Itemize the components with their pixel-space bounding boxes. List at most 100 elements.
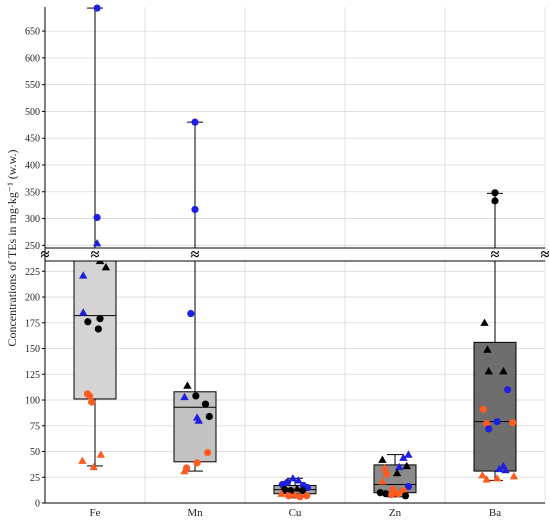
- break-symbol: ≈: [191, 247, 200, 264]
- grid-lines: [44, 7, 546, 504]
- point-fe: [85, 392, 94, 400]
- point-cu: [277, 489, 286, 497]
- point-mn: [205, 412, 213, 421]
- data-points: [78, 4, 519, 501]
- x-tick-label-zn: Zn: [389, 507, 402, 519]
- break-symbol: ≈: [41, 247, 50, 264]
- point-mn: [180, 392, 189, 401]
- y-tick-label: 250: [25, 241, 40, 252]
- point-fe: [84, 318, 92, 326]
- axis-break-band: [46, 248, 544, 261]
- y-tick-label: 125: [25, 370, 40, 381]
- point-zn: [399, 453, 408, 461]
- point-zn: [383, 470, 391, 478]
- y-tick-label: 225: [25, 267, 40, 278]
- point-ba: [480, 318, 489, 326]
- y-tick-label: 25: [30, 473, 40, 484]
- box-fe: [73, 7, 117, 467]
- point-mn: [204, 448, 212, 457]
- point-ba: [492, 474, 502, 482]
- point-fe: [93, 4, 101, 12]
- point-mn: [194, 416, 203, 424]
- break-symbol: ≈: [91, 247, 100, 264]
- box-ba: [473, 192, 517, 481]
- point-fe: [96, 315, 104, 323]
- point-zn: [388, 491, 396, 499]
- point-fe: [79, 271, 88, 279]
- break-symbol: ≈: [541, 247, 550, 264]
- y-tick-label: 150: [25, 344, 40, 355]
- break-symbol: ≈: [491, 247, 500, 264]
- point-zn: [404, 482, 413, 491]
- point-fe: [93, 213, 101, 222]
- point-mn: [201, 400, 210, 408]
- point-cu: [285, 492, 293, 500]
- point-ba: [499, 366, 508, 375]
- point-ba: [501, 465, 510, 474]
- point-cu: [294, 476, 303, 484]
- point-mn: [192, 392, 200, 400]
- point-ba: [504, 386, 512, 394]
- y-tick-label: 0: [35, 499, 40, 510]
- y-tick-label: 175: [25, 318, 40, 329]
- point-ba: [483, 345, 492, 353]
- y-tick-label: 600: [25, 53, 40, 64]
- tick-labels: 250 300 350 400 450 500 550 600 650 0 25 50 75 100 125…: [25, 27, 501, 519]
- x-tick-label-mn: Mn: [187, 507, 203, 519]
- point-mn: [183, 381, 192, 389]
- point-fe: [101, 262, 111, 271]
- point-zn: [404, 450, 413, 458]
- axes: ≈ ≈ ≈ ≈ ≈: [41, 7, 550, 504]
- y-tick-label: 650: [25, 27, 40, 38]
- point-zn: [378, 477, 387, 485]
- x-tick-label-cu: Cu: [289, 507, 302, 519]
- point-mn: [191, 205, 199, 214]
- point-zn: [392, 468, 402, 477]
- point-zn: [378, 455, 387, 463]
- y-tick-label: 550: [25, 80, 40, 91]
- point-fe: [89, 462, 98, 471]
- point-mn: [193, 459, 201, 467]
- point-mn: [191, 118, 199, 126]
- point-fe: [88, 398, 96, 406]
- x-tick-label-ba: Ba: [489, 507, 501, 519]
- point-ba: [493, 418, 501, 426]
- point-cu: [280, 486, 289, 494]
- point-fe: [94, 325, 102, 333]
- y-tick-label: 50: [30, 447, 40, 458]
- point-zn: [382, 490, 390, 498]
- y-tick-label: 75: [30, 421, 40, 432]
- point-fe: [79, 308, 88, 316]
- y-tick-label: 400: [25, 160, 40, 171]
- point-cu: [296, 493, 304, 501]
- y-tick-label: 350: [25, 187, 40, 198]
- y-tick-label: 200: [25, 293, 40, 304]
- point-zn: [401, 492, 410, 500]
- point-zn: [402, 461, 411, 470]
- point-mn: [187, 309, 195, 318]
- point-ba: [479, 405, 487, 413]
- point-zn: [380, 463, 389, 472]
- point-ba: [485, 425, 493, 433]
- point-cu: [303, 492, 311, 500]
- point-cu: [298, 487, 307, 495]
- y-tick-label: 500: [25, 107, 40, 118]
- x-tick-label-fe: Fe: [90, 507, 101, 519]
- point-ba: [482, 475, 491, 483]
- point-fe: [92, 238, 102, 247]
- y-tick-label: 300: [25, 214, 40, 225]
- box-rect: [473, 341, 517, 472]
- point-mn: [180, 466, 189, 475]
- point-zn: [395, 462, 404, 471]
- point-zn: [394, 490, 402, 498]
- point-cu: [288, 474, 298, 482]
- point-ba: [484, 366, 493, 375]
- point-ba: [491, 189, 499, 197]
- point-ba: [491, 197, 499, 205]
- y-tick-label: 100: [25, 396, 40, 407]
- point-fe: [78, 456, 87, 464]
- point-ba: [478, 470, 487, 479]
- y-tick-label: 450: [25, 134, 40, 145]
- y-axis-label: Concentrations of TEs in mg·kg⁻¹ (w.w.): [5, 149, 19, 346]
